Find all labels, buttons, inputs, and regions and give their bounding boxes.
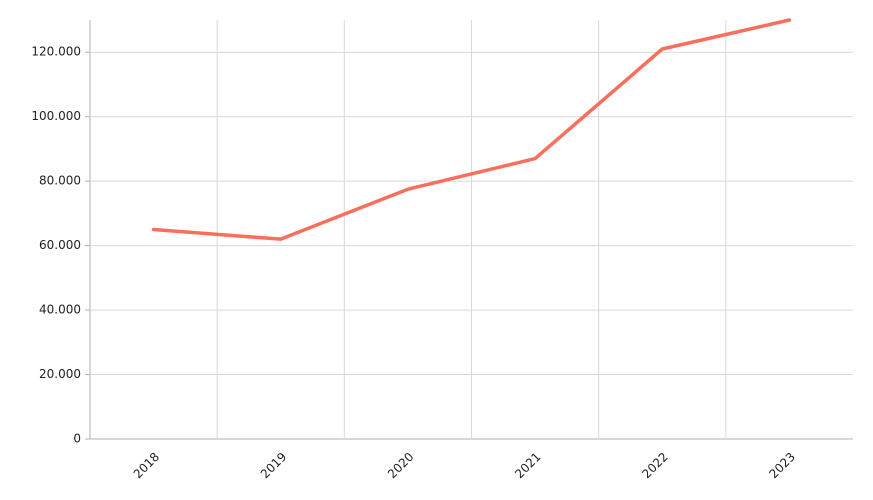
y-tick-label: 80.000: [39, 174, 81, 188]
x-tick-label: 2023: [767, 450, 798, 481]
x-tick-label: 2018: [131, 450, 162, 481]
y-tick-label: 0: [73, 432, 81, 446]
data-line: [151, 18, 792, 241]
y-tick-label: 120.000: [31, 45, 81, 59]
y-tick-label: 100.000: [31, 109, 81, 123]
y-tick-label: 20.000: [39, 367, 81, 381]
x-tick-label: 2019: [258, 450, 289, 481]
x-tick-label: 2020: [385, 450, 416, 481]
x-tick-label: 2022: [639, 450, 670, 481]
x-tick-label: 2021: [512, 450, 543, 481]
y-tick-label: 60.000: [39, 238, 81, 252]
y-tick-label: 40.000: [39, 303, 81, 317]
